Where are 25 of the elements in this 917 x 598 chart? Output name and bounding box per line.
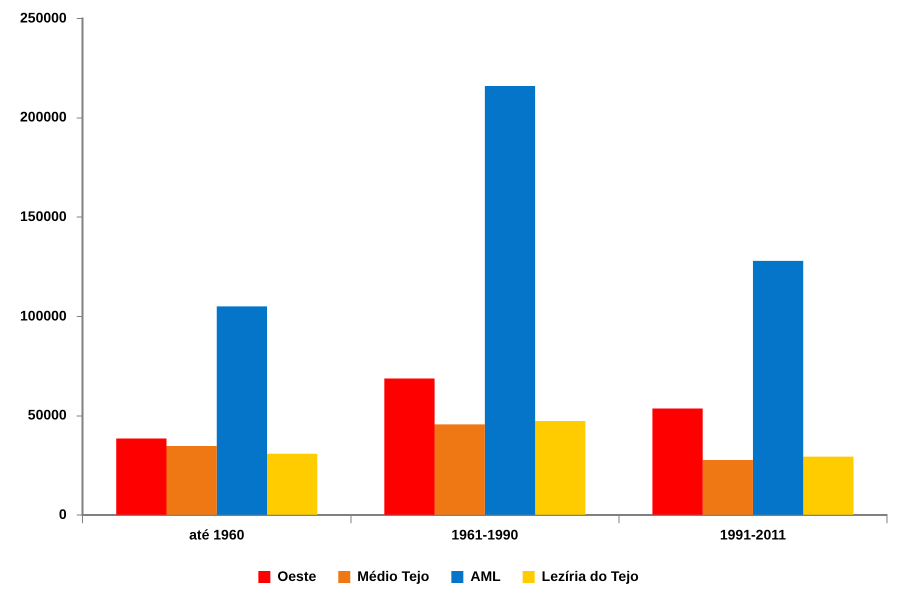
x-tick-label: até 1960 (189, 526, 245, 542)
y-tick-label: 0 (58, 506, 67, 522)
y-tick-label: 150000 (20, 208, 67, 224)
legend-label: Oeste (277, 568, 316, 584)
bar (434, 424, 485, 515)
bar (803, 456, 854, 515)
bar (752, 260, 804, 515)
y-tick-label: 200000 (20, 108, 67, 125)
legend-label: AML (470, 568, 502, 584)
legend-label: Lezíria do Tejo (542, 568, 639, 584)
legend-label: Médio Tejo (357, 568, 430, 584)
x-tick-label: 1991-2011 (720, 526, 786, 542)
bar (652, 408, 703, 515)
bar (216, 306, 268, 515)
bar (166, 446, 217, 515)
bar (267, 454, 318, 515)
bar (484, 86, 536, 515)
bar (702, 460, 753, 515)
bar (535, 421, 586, 515)
y-tick-label: 250000 (20, 9, 67, 26)
x-tick-label: 1961-1990 (451, 526, 519, 542)
bar (116, 438, 166, 515)
y-tick-label: 50000 (28, 406, 67, 423)
y-tick-label: 100000 (20, 307, 67, 324)
bar (384, 378, 435, 515)
